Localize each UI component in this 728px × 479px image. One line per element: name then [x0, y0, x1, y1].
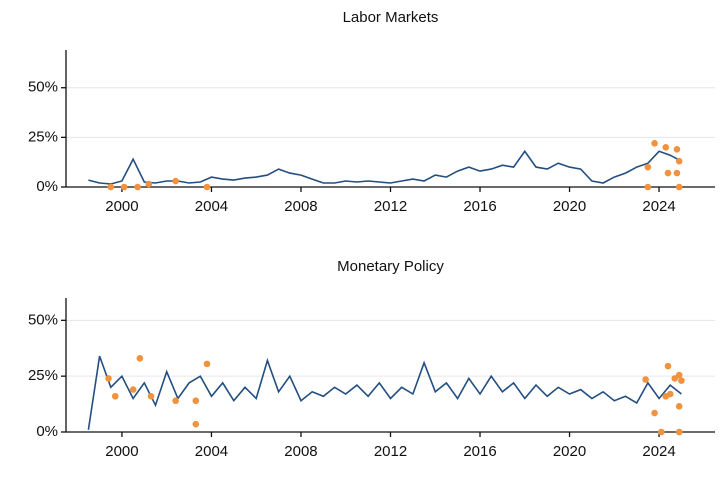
y-tick-label: 0%	[36, 178, 58, 195]
point	[675, 157, 683, 165]
point	[651, 409, 658, 417]
point	[666, 390, 674, 398]
line	[88, 149, 682, 185]
x-tick-label: 2024	[642, 443, 675, 460]
point	[107, 183, 115, 191]
point	[664, 169, 672, 177]
point	[662, 143, 670, 151]
point	[651, 140, 658, 147]
x-tick-label: 2012	[374, 443, 407, 460]
point	[644, 183, 652, 191]
point	[675, 183, 683, 191]
x-tick-label: 2000	[105, 443, 138, 460]
point	[145, 180, 153, 188]
point	[192, 397, 200, 405]
point	[105, 375, 112, 382]
x-tick-label: 2016	[463, 198, 496, 215]
x-tick-label: 2004	[195, 443, 228, 460]
x-tick-label: 2024	[642, 198, 675, 215]
point	[172, 177, 179, 185]
x-tick-label: 2016	[463, 443, 496, 460]
point	[192, 420, 200, 428]
y-tick-label: 50%	[28, 79, 58, 96]
y-tick-label: 25%	[28, 128, 58, 145]
point	[642, 376, 649, 383]
point	[673, 169, 681, 177]
point	[120, 183, 128, 191]
point	[675, 371, 683, 379]
y-tick-label: 0%	[36, 423, 58, 440]
chart-title: Monetary Policy	[337, 258, 444, 275]
point	[657, 428, 665, 436]
point	[147, 392, 155, 400]
point	[134, 183, 141, 191]
x-tick-label: 2012	[374, 198, 407, 215]
x-tick-label: 2020	[553, 443, 586, 460]
point	[203, 183, 211, 191]
point	[675, 428, 683, 436]
x-tick-label: 2008	[284, 443, 317, 460]
x-tick-label: 2020	[553, 198, 586, 215]
chart-title: Labor Markets	[343, 9, 439, 26]
point	[678, 377, 685, 384]
y-tick-label: 50%	[28, 311, 58, 328]
point	[129, 386, 137, 393]
point	[203, 360, 211, 368]
x-tick-label: 2004	[195, 198, 228, 215]
x-tick-label: 2008	[284, 198, 317, 215]
point	[664, 362, 672, 370]
point	[644, 163, 652, 171]
point	[675, 403, 683, 410]
line	[87, 355, 682, 430]
point	[172, 397, 179, 405]
x-tick-label: 2000	[105, 198, 138, 215]
y-tick-label: 25%	[28, 367, 58, 384]
point	[673, 145, 681, 153]
point	[111, 392, 119, 400]
point	[136, 355, 144, 362]
